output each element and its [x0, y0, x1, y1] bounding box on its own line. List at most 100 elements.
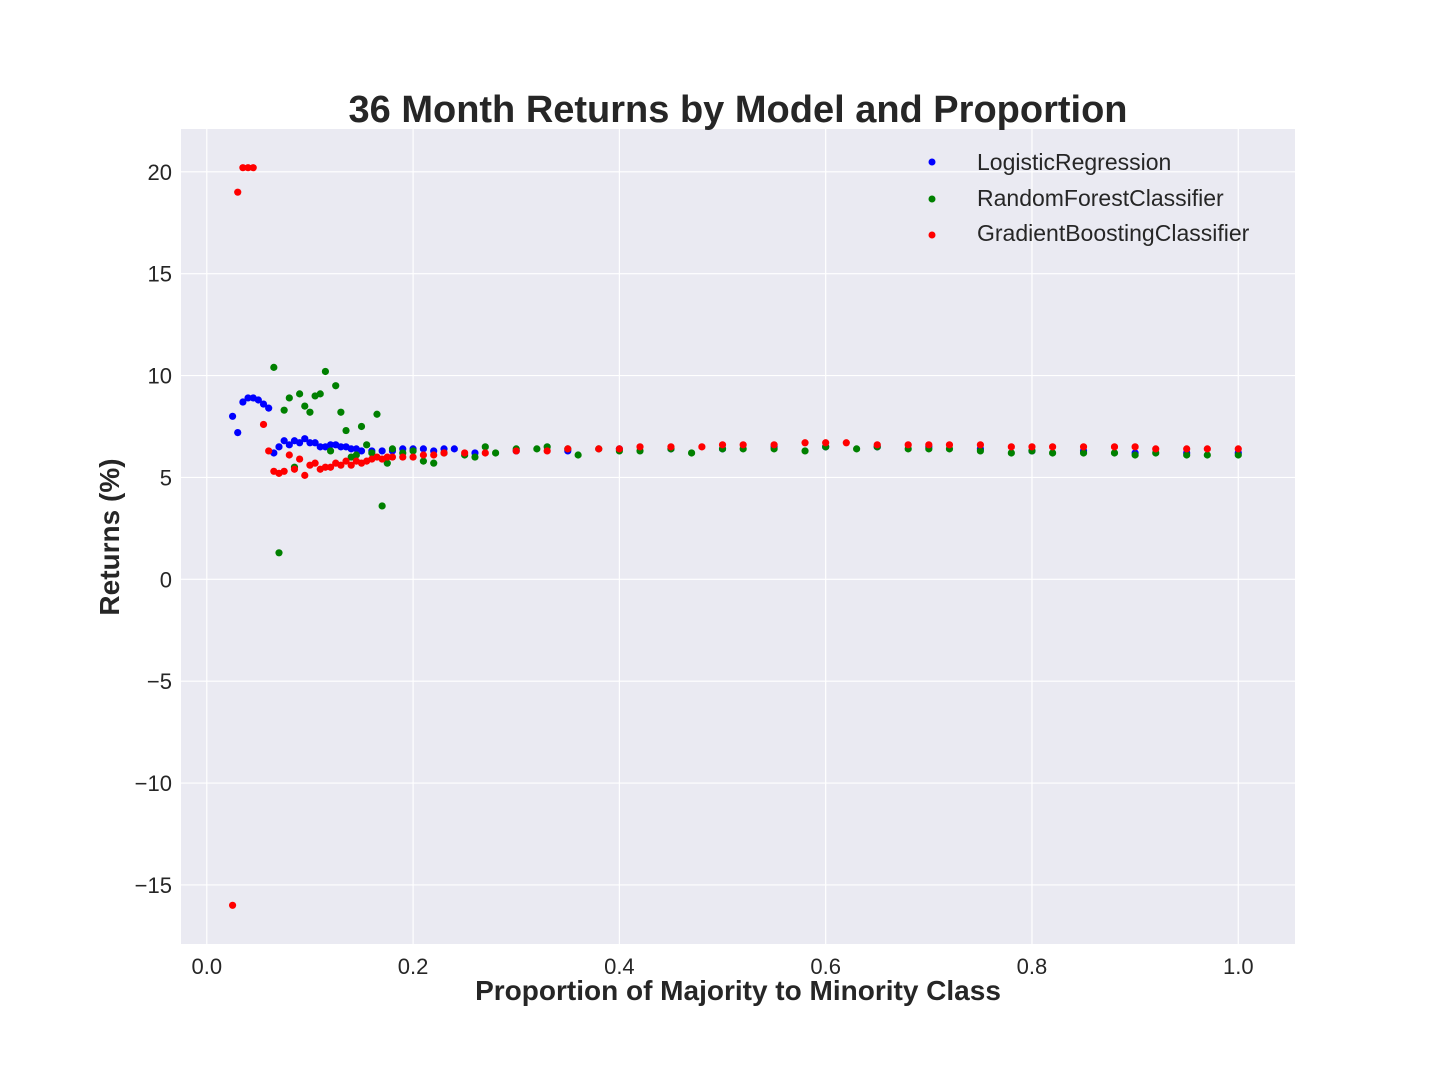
data-point	[347, 445, 355, 453]
data-point	[471, 453, 479, 461]
data-point	[234, 428, 242, 437]
data-point	[615, 445, 623, 453]
data-point	[373, 410, 381, 418]
legend-marker-gradientboostingclassifier	[928, 231, 936, 239]
data-point	[1049, 449, 1057, 457]
series-gradientboostingclassifier	[228, 164, 1242, 909]
data-point	[564, 445, 572, 453]
data-point	[976, 441, 984, 449]
data-point	[801, 447, 809, 455]
data-point	[1203, 445, 1211, 453]
x-tick-label: 0.2	[398, 954, 429, 979]
y-tick-label: −15	[135, 873, 172, 898]
data-point	[265, 447, 273, 455]
data-point	[461, 449, 469, 457]
x-tick-label: 0.8	[1017, 954, 1048, 979]
data-point	[718, 441, 727, 449]
data-point	[698, 443, 706, 451]
data-point	[280, 467, 288, 475]
data-point	[342, 426, 350, 435]
data-point	[822, 439, 830, 447]
data-point	[1203, 451, 1211, 459]
data-point	[419, 451, 427, 459]
data-point	[259, 420, 268, 429]
data-point	[265, 404, 273, 412]
data-point	[1152, 445, 1160, 453]
data-point	[842, 439, 850, 447]
data-point	[228, 412, 237, 420]
data-point	[378, 502, 386, 510]
data-point	[801, 439, 809, 447]
data-point	[595, 445, 603, 453]
data-point	[419, 457, 427, 465]
data-point	[492, 449, 500, 457]
y-axis-label: Returns (%)	[94, 458, 125, 615]
data-point	[368, 449, 376, 457]
data-point	[430, 459, 438, 467]
data-point	[419, 445, 427, 453]
data-point	[337, 408, 345, 416]
legend-marker-logisticregression	[928, 158, 936, 166]
data-point	[378, 447, 386, 455]
data-point	[321, 463, 330, 471]
data-point	[388, 453, 397, 461]
data-point	[687, 449, 696, 457]
data-point	[636, 443, 644, 451]
data-point	[301, 402, 309, 410]
data-point	[357, 422, 366, 431]
data-point	[244, 394, 252, 402]
data-point	[904, 441, 912, 449]
data-point	[326, 441, 335, 449]
data-point	[316, 443, 324, 451]
chart-title: 36 Month Returns by Model and Proportion	[349, 89, 1128, 131]
data-point	[275, 443, 283, 451]
data-point	[290, 465, 299, 473]
data-point	[739, 441, 747, 449]
legend: LogisticRegression RandomForestClassifie…	[928, 149, 1250, 246]
data-point	[357, 447, 366, 455]
data-point	[399, 453, 407, 461]
data-point	[306, 408, 314, 416]
legend-marker-randomforestclassifier	[928, 195, 936, 203]
grid-lines	[181, 129, 1295, 944]
x-tick-label: 0.0	[191, 954, 222, 979]
data-point	[285, 394, 293, 402]
data-point	[254, 396, 262, 404]
data-point	[1049, 443, 1057, 451]
data-point	[296, 390, 304, 398]
data-point	[1234, 445, 1242, 453]
data-point	[1007, 443, 1015, 451]
data-point	[270, 363, 278, 371]
data-point	[533, 445, 541, 453]
x-tick-label: 0.4	[604, 954, 635, 979]
data-point	[512, 447, 520, 455]
data-point	[285, 441, 293, 449]
data-point	[321, 367, 330, 376]
data-point	[945, 441, 954, 449]
data-point	[853, 445, 861, 453]
data-point	[337, 443, 345, 451]
data-point	[667, 443, 675, 451]
y-tick-label: 5	[160, 465, 172, 490]
data-point	[481, 443, 489, 451]
data-point	[342, 457, 350, 465]
data-point	[1131, 443, 1139, 451]
data-point	[481, 449, 489, 457]
data-point	[430, 451, 438, 459]
y-tick-label: 20	[148, 160, 172, 185]
data-point	[259, 400, 268, 408]
data-point	[306, 439, 314, 447]
data-point	[347, 461, 355, 469]
data-point	[1028, 443, 1036, 451]
x-axis-ticks: 0.0 0.2 0.4 0.6 0.8 1.0	[191, 954, 1253, 979]
data-point	[239, 164, 247, 172]
data-point	[409, 453, 417, 461]
data-point	[976, 447, 984, 455]
data-point	[280, 406, 288, 414]
data-point	[301, 435, 309, 443]
y-tick-label: 10	[148, 364, 172, 389]
data-point	[1183, 451, 1191, 459]
data-point	[925, 441, 933, 449]
data-point	[296, 439, 304, 447]
